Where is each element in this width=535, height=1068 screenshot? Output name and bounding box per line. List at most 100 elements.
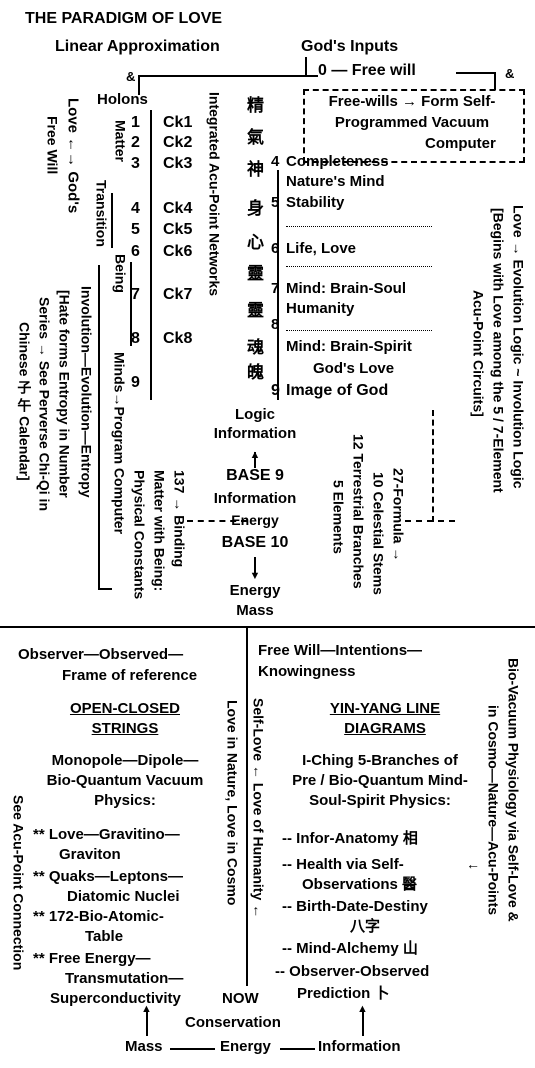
hate-label: [Hate forms Entropy in Number xyxy=(56,290,73,498)
item-quaks-leptons: ** Quaks—Leptons— xyxy=(33,868,184,885)
conservation: Conservation xyxy=(185,1014,281,1031)
ampersand-right: & xyxy=(505,66,515,81)
information-footer: Information xyxy=(318,1038,401,1055)
item-infor-anatomy: -- Infor-Anatomy 相 xyxy=(282,830,418,847)
top-connector-v-mid xyxy=(305,57,307,77)
formula-line-1: 27-Formula → xyxy=(390,468,407,562)
involution-bracket-v xyxy=(98,265,100,590)
level-divider-1 xyxy=(286,226,432,227)
observer-observed: Observer—Observed— xyxy=(18,646,184,663)
matter-label: Matter xyxy=(112,120,129,163)
level-stability: Stability xyxy=(286,194,345,211)
level-1: 1 xyxy=(131,114,140,131)
char-ling-2: 靈 xyxy=(247,301,264,320)
love-gods-label: Love ←→ God's xyxy=(64,98,82,214)
circuit-ck5: Ck5 xyxy=(163,221,193,238)
top-connector-right-h xyxy=(456,72,496,74)
char-po: 魄 xyxy=(247,363,264,382)
down-arrow-energy: ▼ xyxy=(249,570,261,582)
level-brain-spirit: Mind: Brain-Spirit xyxy=(286,338,412,355)
self-love-label: Self-Love ← Love of Humanity ← xyxy=(250,698,267,919)
level-completeness: Completeness xyxy=(286,153,389,170)
frame-of-reference: Frame of reference xyxy=(62,667,198,684)
logic: Logic xyxy=(235,406,275,423)
item-table: Table xyxy=(85,928,124,945)
item-mind-alchemy: -- Mind-Alchemy 山 xyxy=(282,940,418,957)
char-ling-1: 靈 xyxy=(247,264,264,283)
level-2: 2 xyxy=(131,134,140,151)
level-right-6-num: 6 xyxy=(271,240,280,257)
gods-inputs: God's Inputs xyxy=(301,38,399,55)
level-right-7-num: 7 xyxy=(271,280,280,297)
yin-yang-1: YIN-YANG LINE xyxy=(329,700,441,717)
energy-mid: Energy xyxy=(231,512,279,528)
item-observations: Observations 醫 xyxy=(302,876,418,893)
see-acu-point-connection: See Acu-Point Connection xyxy=(10,795,27,971)
arrow-shaft-energy xyxy=(254,557,256,573)
evolution-logic-label: Love → Evolution Logic ~ Involution Logi… xyxy=(510,205,527,489)
minds-label: Minds→Program Computer xyxy=(111,352,128,535)
item-transmutation: Transmutation— xyxy=(65,970,184,987)
monopole-line-3: Physics: xyxy=(94,792,156,809)
holons: Holons xyxy=(97,91,148,108)
circuit-ck3: Ck3 xyxy=(163,155,193,172)
transition-label: Transition xyxy=(93,180,110,247)
left-dashed-h xyxy=(187,520,247,522)
char-column-divider xyxy=(277,170,279,400)
yin-yang-2: DIAGRAMS xyxy=(344,720,426,737)
circuit-ck1: Ck1 xyxy=(163,114,193,131)
being-label: Being xyxy=(112,254,129,293)
level-5: 5 xyxy=(131,221,140,238)
box-line-2: Programmed Vacuum xyxy=(334,114,490,131)
acu-point-circuits-label: Acu-Point Circuits] xyxy=(470,290,487,417)
char-hun: 魂 xyxy=(247,338,264,357)
ampersand-left: & xyxy=(126,69,136,84)
footer-arrow-left-shaft xyxy=(146,1012,148,1036)
char-heart: 心 xyxy=(247,233,264,252)
free-will-intentions: Free Will—Intentions— xyxy=(258,642,423,659)
chinese-calendar-label: Chinese 子 午 Calendar] xyxy=(16,322,33,481)
char-qi: 氣 xyxy=(247,128,264,147)
knowingness: Knowingness xyxy=(258,663,356,680)
right-dashed-h xyxy=(405,520,455,522)
integrated-acu-point-networks: Integrated Acu-Point Networks xyxy=(206,92,223,297)
information-top: Information xyxy=(213,425,297,442)
free-will-label: Free Will xyxy=(44,116,61,175)
footer-arrow-right-shaft xyxy=(362,1012,364,1036)
level-right-9-num: 9 xyxy=(271,382,280,399)
top-connector-right-v xyxy=(494,72,496,90)
formula-line-2: 10 Celestial Stems xyxy=(370,472,387,595)
free-will-zero: 0 — Free will xyxy=(318,62,416,79)
level-brain-soul: Mind: Brain-Soul xyxy=(286,280,406,297)
involution-bracket-h xyxy=(98,588,112,590)
char-shen: 神 xyxy=(247,160,264,179)
binding-line-2: Matter with Being: xyxy=(151,470,168,592)
center-divider xyxy=(246,628,248,986)
top-connector-h xyxy=(138,75,318,77)
begins-with-love-label: [Begins with Love among the 5 / 7-Elemen… xyxy=(490,208,507,493)
char-jing: 精 xyxy=(247,96,264,115)
level-image-of-god: Image of God xyxy=(286,382,389,399)
circuit-ck6: Ck6 xyxy=(163,243,193,260)
item-birth-date: -- Birth-Date-Destiny xyxy=(282,898,428,915)
footer-arrow-right-head: ▲ xyxy=(357,1003,368,1015)
bio-vacuum-label: Bio-Vacuum Physiology via Self-Love & xyxy=(505,658,522,922)
level-divider-2 xyxy=(286,266,432,267)
box-line-1: Free-wills → Form Self- xyxy=(328,93,496,110)
base-9: BASE 9 xyxy=(226,467,284,484)
linear-approximation: Linear Approximation xyxy=(55,38,220,55)
level-7: 7 xyxy=(131,286,140,303)
arrow-shaft-logic xyxy=(254,452,256,468)
iching-line-1: I-Ching 5-Branches of xyxy=(302,752,458,769)
circuit-ck8: Ck8 xyxy=(163,330,193,347)
item-observer-observed: -- Observer-Observed xyxy=(275,963,430,980)
footer-line-2 xyxy=(280,1048,315,1050)
love-in-nature-cosmo: Love in Nature, Love in Cosmo xyxy=(224,700,241,906)
arrow-left-bio: ← xyxy=(466,856,480,872)
item-diatomic-nuclei: Diatomic Nuclei xyxy=(67,888,180,905)
formula-line-4: 5 Elements xyxy=(330,480,347,554)
item-prediction: Prediction 卜 xyxy=(297,985,390,1002)
level-life-love: Life, Love xyxy=(286,240,357,257)
right-dashed-v xyxy=(432,410,434,522)
item-free-energy: ** Free Energy— xyxy=(33,950,151,967)
